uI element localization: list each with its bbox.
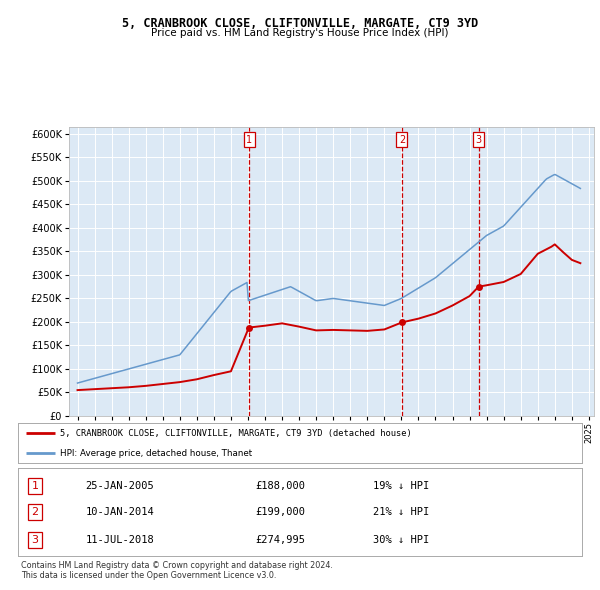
Text: £199,000: £199,000 [255, 507, 305, 517]
Text: 30% ↓ HPI: 30% ↓ HPI [373, 535, 430, 545]
Text: £274,995: £274,995 [255, 535, 305, 545]
Text: 2: 2 [399, 135, 405, 145]
Text: 11-JUL-2018: 11-JUL-2018 [86, 535, 154, 545]
Text: 25-JAN-2005: 25-JAN-2005 [86, 481, 154, 491]
Text: 3: 3 [476, 135, 482, 145]
Text: 21% ↓ HPI: 21% ↓ HPI [373, 507, 430, 517]
Text: HPI: Average price, detached house, Thanet: HPI: Average price, detached house, Than… [60, 448, 253, 458]
Text: 1: 1 [246, 135, 252, 145]
Text: Price paid vs. HM Land Registry's House Price Index (HPI): Price paid vs. HM Land Registry's House … [151, 28, 449, 38]
Text: Contains HM Land Registry data © Crown copyright and database right 2024.
This d: Contains HM Land Registry data © Crown c… [21, 560, 333, 580]
Text: 19% ↓ HPI: 19% ↓ HPI [373, 481, 430, 491]
Text: 3: 3 [31, 535, 38, 545]
Text: 5, CRANBROOK CLOSE, CLIFTONVILLE, MARGATE, CT9 3YD (detached house): 5, CRANBROOK CLOSE, CLIFTONVILLE, MARGAT… [60, 428, 412, 438]
Text: 5, CRANBROOK CLOSE, CLIFTONVILLE, MARGATE, CT9 3YD: 5, CRANBROOK CLOSE, CLIFTONVILLE, MARGAT… [122, 17, 478, 30]
Text: £188,000: £188,000 [255, 481, 305, 491]
Text: 10-JAN-2014: 10-JAN-2014 [86, 507, 154, 517]
Text: 1: 1 [31, 481, 38, 491]
Text: 2: 2 [31, 507, 38, 517]
